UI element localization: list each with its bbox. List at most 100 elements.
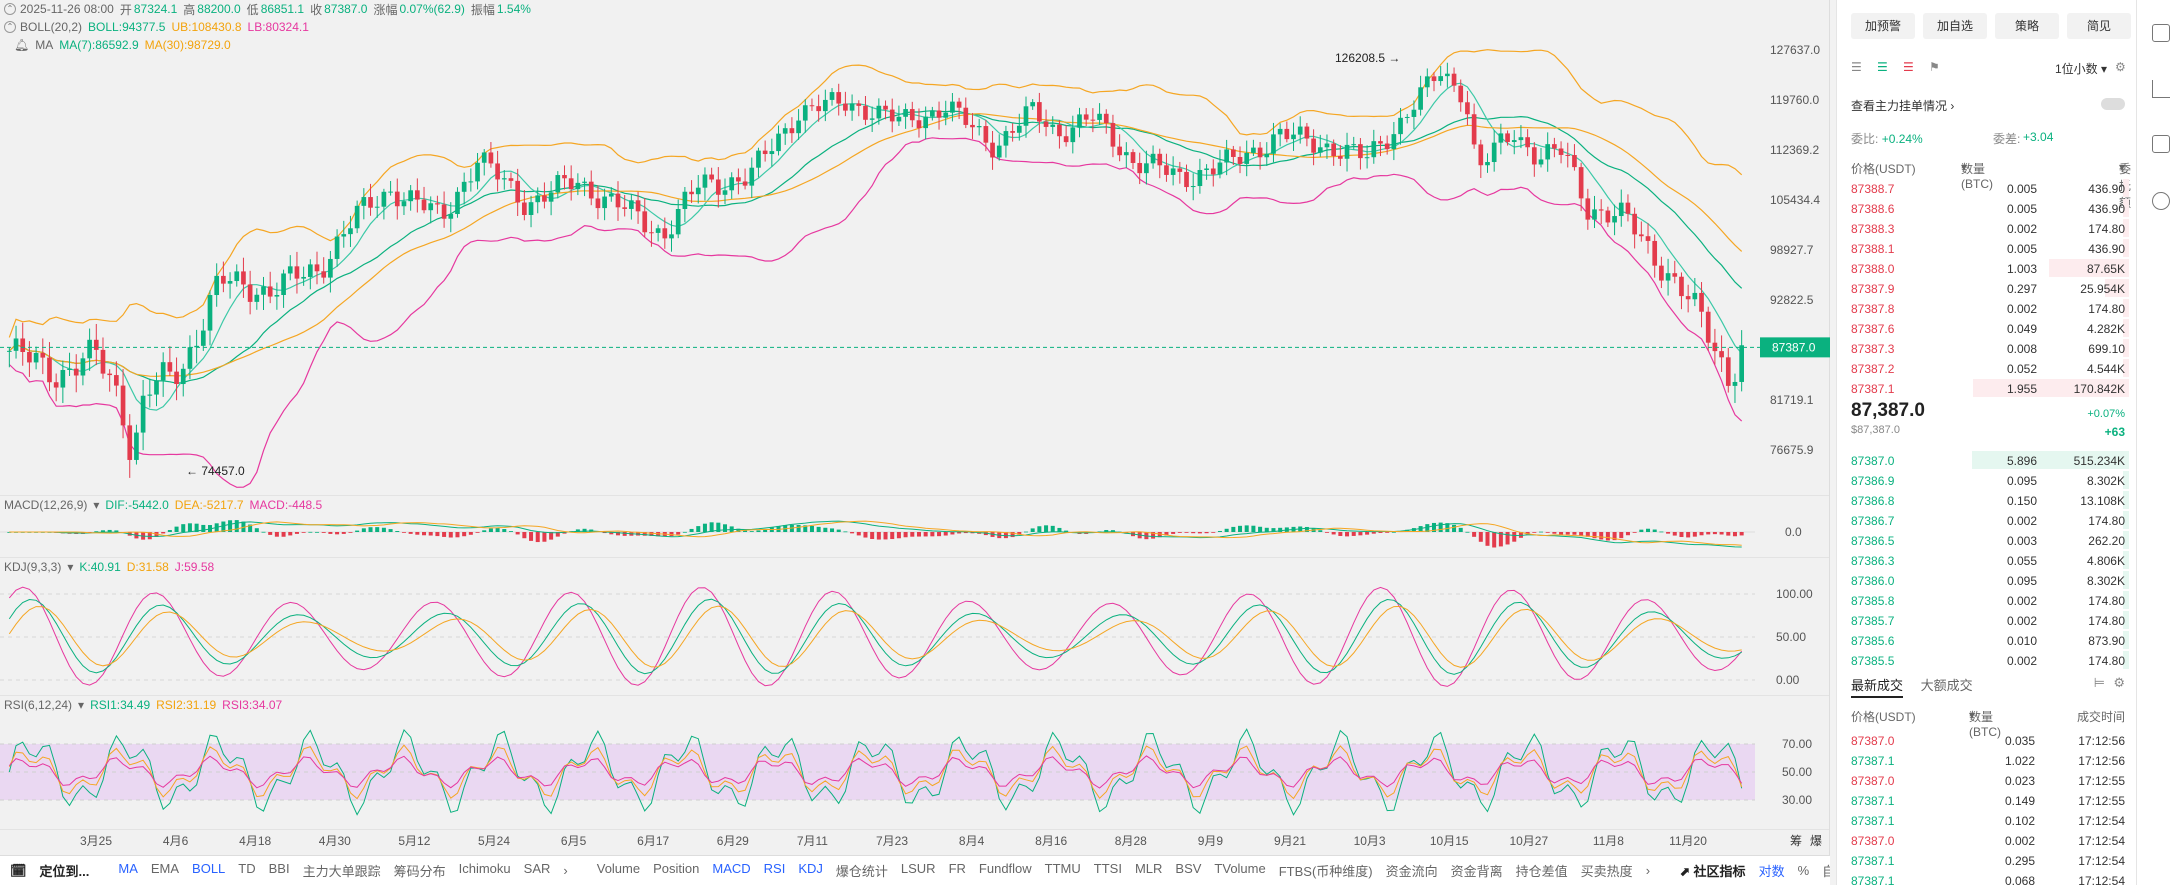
filter-icon[interactable]: ⊨ bbox=[2093, 675, 2105, 690]
candle-body bbox=[267, 286, 273, 297]
bar-chart-icon[interactable] bbox=[2152, 135, 2170, 153]
chart-area[interactable]: 127637.0 119760.0 112369.2 105434.4 98927.7 9… bbox=[0, 0, 1830, 885]
indicator-[interactable]: 筹码分布 bbox=[393, 864, 446, 879]
asks-row[interactable]: 87387.8 0.002 174.80 bbox=[1851, 298, 2129, 318]
bids-row[interactable]: 87386.5 0.003 262.20 bbox=[1851, 530, 2129, 550]
candlestick-chart[interactable]: 127637.0 119760.0 112369.2 105434.4 98927.7 9… bbox=[0, 0, 1830, 855]
indicator-macd[interactable]: MACD bbox=[712, 861, 751, 876]
indicator-ttsi[interactable]: TTSI bbox=[1093, 861, 1122, 876]
macd-histogram-bar bbox=[1318, 530, 1323, 532]
indicator-boll[interactable]: BOLL bbox=[192, 861, 226, 876]
log-scale-toggle[interactable]: 对数 bbox=[1758, 864, 1785, 879]
locate-button[interactable]: 定位到... bbox=[39, 864, 90, 879]
view-orders-row[interactable]: 查看主力挂单情况 › bbox=[1851, 97, 2129, 114]
col-qty[interactable]: 数量 (BTC) ▾ bbox=[1961, 160, 1993, 191]
community-indicator-button[interactable]: ⬈ 社区指标 bbox=[1679, 861, 1746, 880]
add-alert-button[interactable]: 加预警 bbox=[1851, 13, 1915, 39]
line-chart-icon[interactable] bbox=[2152, 80, 2170, 98]
indicator-[interactable]: 资金背离 bbox=[1450, 864, 1503, 879]
boll-name[interactable]: BOLL(20,2) bbox=[20, 20, 83, 34]
tab-latest-trades[interactable]: 最新成交 bbox=[1851, 678, 1904, 698]
indicator-td[interactable]: TD bbox=[238, 861, 256, 876]
indicator-sar[interactable]: SAR bbox=[523, 861, 551, 876]
candle-body bbox=[341, 234, 347, 237]
indicator-ichimoku[interactable]: Ichimoku bbox=[458, 861, 511, 876]
bids-row[interactable]: 87385.8 0.002 174.80 bbox=[1851, 590, 2129, 610]
indicator-rsi[interactable]: RSI bbox=[763, 861, 786, 876]
trade-col-qty[interactable]: 数量(BTC) ▾ bbox=[1969, 708, 2001, 739]
dropdown-icon[interactable]: ▾ bbox=[78, 698, 85, 712]
indicator-[interactable]: 资金流向 bbox=[1385, 864, 1438, 879]
calendar-icon[interactable]: 🗓︎ bbox=[10, 862, 27, 878]
ma-name[interactable]: MA bbox=[35, 38, 54, 52]
col-total[interactable]: 委托额 ▾ bbox=[2119, 160, 2131, 210]
indicator-ma[interactable]: MA bbox=[118, 861, 138, 876]
indicator-[interactable]: 主力大单跟踪 bbox=[302, 864, 381, 879]
dropdown-icon[interactable]: ▾ bbox=[93, 498, 100, 512]
indicator-kdj[interactable]: KDJ bbox=[798, 861, 823, 876]
bids-row[interactable]: 87386.0 0.095 8.302K bbox=[1851, 570, 2129, 590]
indicator-fundflow[interactable]: Fundflow bbox=[978, 861, 1032, 876]
bids-row[interactable]: 87385.5 0.002 174.80 bbox=[1851, 650, 2129, 670]
indicator-bbi[interactable]: BBI bbox=[268, 861, 290, 876]
bell-icon[interactable]: 🔔︎ bbox=[14, 38, 30, 52]
bids-row[interactable]: 87387.0 5.896 515.234K bbox=[1851, 450, 2129, 470]
indicator-bsv[interactable]: BSV bbox=[1175, 861, 1202, 876]
asks-row[interactable]: 87388.0 1.003 87.65K bbox=[1851, 258, 2129, 278]
indicator-[interactable]: 持仓差值 bbox=[1515, 864, 1568, 879]
asks-row[interactable]: 87388.7 0.005 436.90 bbox=[1851, 178, 2129, 198]
ma-legend: 🔔︎ MA MA(7):86592.9 MA(30):98729.0 bbox=[14, 36, 237, 54]
settings-icon[interactable]: ⚙ bbox=[2113, 675, 2125, 690]
bids-row[interactable]: 87385.6 0.010 873.90 bbox=[1851, 630, 2129, 650]
kdj-name[interactable]: KDJ(9,3,3) bbox=[4, 560, 62, 574]
asks-row[interactable]: 87387.9 0.297 25.954K bbox=[1851, 278, 2129, 298]
asks-row[interactable]: 87388.1 0.005 436.90 bbox=[1851, 238, 2129, 258]
coin-icon[interactable] bbox=[2152, 192, 2170, 210]
rsi-name[interactable]: RSI(6,12,24) bbox=[4, 698, 73, 712]
chevron-right-icon[interactable]: › bbox=[1645, 863, 1651, 878]
indicator-ftbs[interactable]: FTBS(币种维度) bbox=[1278, 864, 1373, 879]
asks-row[interactable]: 87388.6 0.005 436.90 bbox=[1851, 198, 2129, 218]
indicator-[interactable]: 爆仓统计 bbox=[835, 864, 888, 879]
orderbook-asks-icon[interactable]: ☰ bbox=[1903, 60, 1914, 74]
asks-row[interactable]: 87387.1 1.955 170.842K bbox=[1851, 378, 2129, 398]
indicator-mlr[interactable]: MLR bbox=[1134, 861, 1163, 876]
bids-row[interactable]: 87386.3 0.055 4.806K bbox=[1851, 550, 2129, 570]
indicator-position[interactable]: Position bbox=[653, 861, 700, 876]
view-orders-link[interactable]: 查看主力挂单情况 bbox=[1851, 99, 1948, 113]
collapse-icon[interactable]: ⌃ bbox=[4, 21, 16, 33]
bids-row[interactable]: 87386.8 0.150 13.108K bbox=[1851, 490, 2129, 510]
orderbook-bids-icon[interactable]: ☰ bbox=[1877, 60, 1888, 74]
dropdown-icon[interactable]: ▾ bbox=[67, 560, 74, 574]
indicator-ttmu[interactable]: TTMU bbox=[1044, 861, 1081, 876]
settings-icon[interactable]: ⚙ bbox=[2115, 60, 2126, 74]
chevron-right-icon[interactable]: › bbox=[563, 863, 568, 878]
orderbook-both-icon[interactable]: ☰ bbox=[1851, 60, 1862, 74]
clock-icon[interactable] bbox=[2152, 24, 2170, 42]
bids-row[interactable]: 87386.9 0.095 8.302K bbox=[1851, 470, 2129, 490]
asks-row[interactable]: 87387.2 0.052 4.544K bbox=[1851, 358, 2129, 378]
indicator-tvolume[interactable]: TVolume bbox=[1214, 861, 1266, 876]
precision-select[interactable]: 1位小数 ▾ bbox=[2055, 62, 2108, 76]
view-orders-toggle[interactable] bbox=[2101, 98, 2125, 110]
flag-icon[interactable]: ⚑ bbox=[1929, 60, 1940, 74]
tab-big-trades[interactable]: 大额成交 bbox=[1920, 678, 1973, 693]
candle-body bbox=[702, 174, 708, 188]
auto-scale-toggle[interactable]: 自动 bbox=[1822, 861, 1830, 880]
asks-row[interactable]: 87387.6 0.049 4.282K bbox=[1851, 318, 2129, 338]
indicator-ema[interactable]: EMA bbox=[150, 861, 180, 876]
strategy-button[interactable]: 策略 bbox=[1995, 13, 2059, 39]
asks-row[interactable]: 87388.3 0.002 174.80 bbox=[1851, 218, 2129, 238]
add-favorite-button[interactable]: 加自选 bbox=[1923, 13, 1987, 39]
brief-button[interactable]: 简见 bbox=[2067, 13, 2131, 39]
bids-row[interactable]: 87386.7 0.002 174.80 bbox=[1851, 510, 2129, 530]
indicator-volume[interactable]: Volume bbox=[596, 861, 641, 876]
bids-row[interactable]: 87385.7 0.002 174.80 bbox=[1851, 610, 2129, 630]
collapse-icon[interactable]: ⌃ bbox=[4, 3, 16, 15]
percent-scale-toggle[interactable]: % bbox=[1797, 863, 1810, 878]
macd-name[interactable]: MACD(12,26,9) bbox=[4, 498, 88, 512]
asks-row[interactable]: 87387.3 0.008 699.10 bbox=[1851, 338, 2129, 358]
indicator-lsur[interactable]: LSUR bbox=[900, 861, 936, 876]
indicator-fr[interactable]: FR bbox=[948, 861, 966, 876]
indicator-[interactable]: 买卖热度 bbox=[1580, 864, 1633, 879]
